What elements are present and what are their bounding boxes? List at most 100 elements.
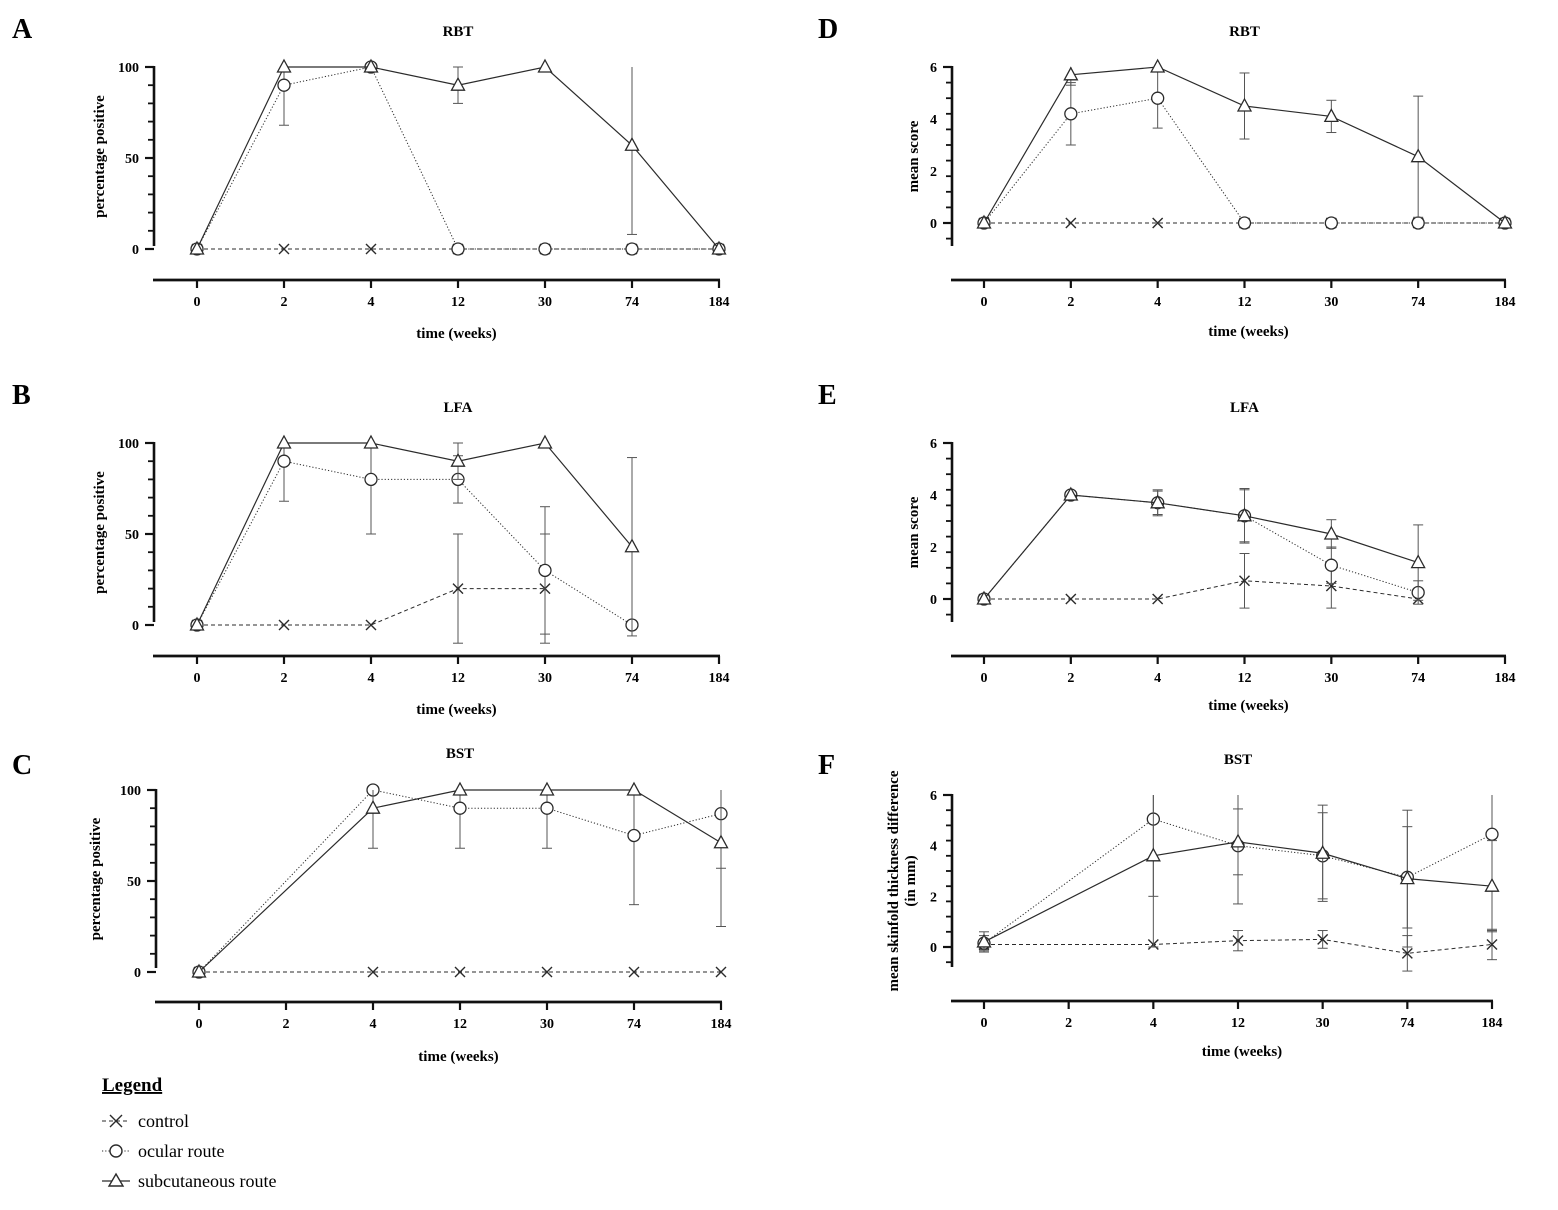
panel-letter: E [818,380,837,411]
x-tick-label: 184 [1495,295,1516,310]
panel-D: D RBT 0 2 4 6 0 2 4 12 30 74 184 time (weeks) mean sco… [818,14,1516,340]
y-axis-label: percentage positive [92,95,108,218]
triangle-point [1323,525,1339,540]
triangle-point [1410,554,1426,569]
circle-point [1064,107,1078,121]
triangle-point [1230,833,1246,848]
x-mark-point [1152,217,1164,229]
x-tick-label: 4 [370,1017,377,1032]
triangle-point [452,781,468,796]
x-axis-label: time (weeks) [416,702,496,718]
triangle-point [189,616,205,631]
x-tick-label: 4 [1154,671,1161,686]
series-control [978,928,1498,972]
x-tick-label: 4 [368,671,375,686]
series-line-subcutaneous [983,841,1493,943]
panel-letter: A [12,14,33,45]
panel-B: B LFA 0 50 100 0 2 4 12 30 74 184 time (weeks) percen… [12,380,730,718]
circle-point [1485,827,1499,841]
y-tick-label: 0 [132,243,139,258]
panel-letter: C [12,750,32,781]
y-axis-label: mean score [906,496,922,568]
triangle-point [363,58,379,73]
x-tick-label: 0 [196,1017,203,1032]
x-mark-point [541,966,553,978]
triangle-point [624,136,640,151]
triangle-point [1063,486,1079,501]
x-tick-label: 2 [1067,671,1074,686]
x-tick-label: 184 [1495,671,1516,686]
y-tick-label: 2 [930,541,937,556]
series-control [193,966,727,978]
x-tick-label: 12 [453,1017,467,1032]
x-mark-point [1239,575,1250,587]
circle-point [1151,91,1165,105]
triangle-point [1410,148,1426,163]
y-axis-label: percentage positive [88,817,104,940]
x-tick-label: 184 [711,1017,732,1032]
x-tick-label: 184 [709,295,730,310]
y-tick-label: 0 [930,941,937,956]
series-subcutaneous [976,795,1500,953]
panels: A RBT 0 50 100 0 2 4 12 30 74 184 time (weeks) percen… [12,14,1516,1065]
x-tick-label: 0 [194,295,201,310]
triangle-point [1399,870,1415,885]
x-tick-label: 30 [540,1017,554,1032]
legend-entry-subcutaneous: subcutaneous route [102,1171,276,1191]
panel-letter: B [12,380,31,411]
x-tick-label: 4 [368,295,375,310]
circle-point [277,454,291,468]
triangle-point [1315,844,1331,859]
series-line-ocular [196,460,633,626]
series-line-ocular [198,789,722,973]
circle-point [1411,216,1425,230]
series-line-subcutaneous [196,442,633,626]
x-mark-point [278,619,290,631]
triangle-point [1484,877,1500,892]
triangle-point [1323,108,1339,123]
legend-circle-icon [109,1144,123,1158]
x-tick-label: 4 [1154,295,1161,310]
x-tick-label: 30 [1316,1016,1330,1031]
x-mark-point [1486,938,1498,950]
x-mark-point [365,619,377,631]
y-axis-label: mean skinfold thickness difference [886,770,902,991]
x-tick-label: 2 [281,295,288,310]
x-mark-point [628,966,640,978]
y-tick-label: 6 [930,437,937,452]
triangle-point [539,781,555,796]
x-axis-label: time (weeks) [1202,1044,1282,1060]
y-tick-label: 50 [127,875,141,890]
x-tick-label: 0 [981,671,988,686]
legend-label-subcutaneous: subcutaneous route [138,1171,276,1191]
triangle-point [1145,847,1161,862]
series-line-control [984,938,1493,954]
x-tick-label: 12 [451,295,465,310]
triangle-point [1236,507,1253,522]
x-tick-label: 2 [1065,1016,1072,1031]
x-mark-point [367,966,379,978]
triangle-point [1150,58,1166,73]
x-tick-label: 0 [981,295,988,310]
y-tick-label: 0 [132,619,139,634]
triangle-point [713,834,729,849]
triangle-point [537,434,553,449]
series-line-control [197,588,545,626]
x-mark-point [452,583,464,595]
series-subcutaneous [976,58,1513,229]
circle-point [364,472,378,487]
x-axis-label: time (weeks) [418,1049,498,1065]
series-line-ocular [983,494,1419,600]
y-tick-label: 100 [118,437,139,452]
y-tick-label: 100 [118,61,139,76]
x-tick-label: 184 [709,671,730,686]
triangle-point [1497,214,1513,229]
triangle-point [711,240,727,255]
y-tick-label: 2 [930,165,937,180]
y-tick-label: 50 [125,528,139,543]
triangle-point [976,214,992,229]
series-line-subcutaneous [983,494,1419,600]
x-mark-point [1232,935,1244,947]
series-ocular [192,783,728,979]
y-axis-label: mean score [906,120,922,192]
